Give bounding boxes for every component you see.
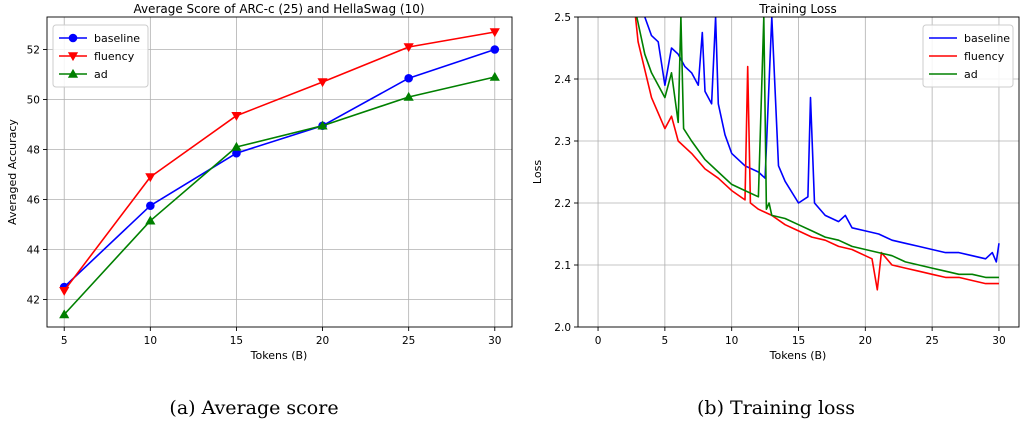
series-line-ad bbox=[63, 76, 495, 316]
y-tick-label: 2.2 bbox=[554, 198, 571, 210]
caption: (a) Average score bbox=[169, 397, 338, 419]
series-baseline bbox=[644, 17, 1000, 263]
y-axis-label: Averaged Accuracy bbox=[6, 119, 19, 225]
training-loss-chart: Training Loss 0 5 10 15 20 25 30 2.0 2.1 2.2 2.3 2.… bbox=[531, 2, 1020, 419]
data-point-fluency bbox=[231, 111, 242, 121]
x-tick-label: 20 bbox=[316, 335, 329, 347]
legend-label: baseline bbox=[94, 32, 140, 45]
data-point-baseline bbox=[146, 201, 155, 211]
x-tick-label: 30 bbox=[488, 335, 501, 347]
y-tick-label: 2.1 bbox=[554, 260, 571, 272]
data-point-fluency bbox=[145, 173, 156, 183]
data-point-baseline bbox=[232, 148, 241, 158]
y-axis-label: Loss bbox=[531, 160, 544, 184]
legend: baseline fluency ad bbox=[922, 24, 1014, 88]
series-ad bbox=[59, 71, 500, 319]
series-fluency bbox=[59, 28, 500, 296]
y-tick-label: 46 bbox=[27, 195, 41, 207]
x-tick-label: 10 bbox=[725, 335, 738, 347]
x-tick-label: 15 bbox=[230, 335, 243, 347]
y-tick-label: 2.0 bbox=[554, 322, 571, 334]
x-tick-label: 30 bbox=[992, 335, 1005, 347]
x-axis-label: Tokens (B) bbox=[250, 349, 308, 362]
legend-label: baseline bbox=[964, 32, 1010, 45]
x-tick-label: 15 bbox=[792, 335, 805, 347]
x-tick-label: 10 bbox=[144, 335, 157, 347]
y-tick-label: 48 bbox=[27, 145, 40, 157]
legend-marker bbox=[67, 52, 79, 62]
data-point-ad bbox=[231, 141, 242, 151]
x-tick-label: 25 bbox=[402, 335, 415, 347]
legend-box bbox=[52, 24, 149, 88]
data-point-fluency bbox=[489, 28, 500, 38]
y-tick-label: 52 bbox=[27, 45, 40, 57]
x-tick-label: 0 bbox=[595, 335, 602, 347]
data-point-baseline bbox=[490, 45, 500, 54]
y-tick-label: 2.5 bbox=[554, 12, 571, 24]
series-line-fluency bbox=[63, 31, 495, 292]
chart-title: Training Loss bbox=[758, 2, 836, 16]
data-point-ad bbox=[489, 71, 500, 81]
y-tick-label: 2.3 bbox=[554, 136, 571, 148]
x-tick-label: 5 bbox=[61, 335, 68, 347]
series-line-baseline bbox=[644, 17, 1000, 263]
data-point-fluency bbox=[59, 286, 70, 296]
series-ad bbox=[636, 17, 999, 279]
legend-marker bbox=[68, 33, 78, 43]
legend-label: ad bbox=[94, 68, 108, 81]
legend: baseline fluency ad bbox=[52, 24, 149, 88]
data-point-fluency bbox=[317, 78, 328, 88]
legend-box bbox=[922, 24, 1014, 88]
average-score-chart: Average Score of ARC-c (25) and HellaSwa… bbox=[6, 2, 513, 419]
legend-marker bbox=[67, 68, 79, 78]
data-point-baseline bbox=[404, 73, 413, 83]
chart-title: Average Score of ARC-c (25) and HellaSwa… bbox=[133, 2, 424, 16]
series-baseline bbox=[59, 45, 500, 292]
y-tick-label: 2.4 bbox=[554, 74, 571, 86]
legend-label: ad bbox=[964, 68, 978, 81]
legend-label: fluency bbox=[964, 50, 1005, 63]
x-tick-label: 5 bbox=[662, 335, 669, 347]
x-tick-label: 25 bbox=[925, 335, 938, 347]
y-tick-label: 50 bbox=[27, 95, 40, 107]
plot-frame bbox=[46, 16, 513, 328]
series-fluency bbox=[634, 17, 999, 291]
data-point-ad bbox=[403, 91, 414, 101]
data-point-ad bbox=[145, 215, 156, 225]
y-tick-label: 42 bbox=[27, 295, 40, 307]
series-line-fluency bbox=[634, 17, 999, 291]
caption: (b) Training loss bbox=[697, 397, 855, 419]
legend-label: fluency bbox=[94, 50, 135, 63]
x-axis-label: Tokens (B) bbox=[769, 349, 827, 362]
x-tick-label: 20 bbox=[859, 335, 872, 347]
data-point-ad bbox=[317, 120, 328, 130]
series-line-baseline bbox=[63, 48, 496, 288]
data-point-fluency bbox=[403, 43, 414, 53]
series-line-ad bbox=[636, 17, 999, 279]
y-tick-label: 44 bbox=[27, 245, 41, 257]
data-point-ad bbox=[59, 309, 70, 319]
